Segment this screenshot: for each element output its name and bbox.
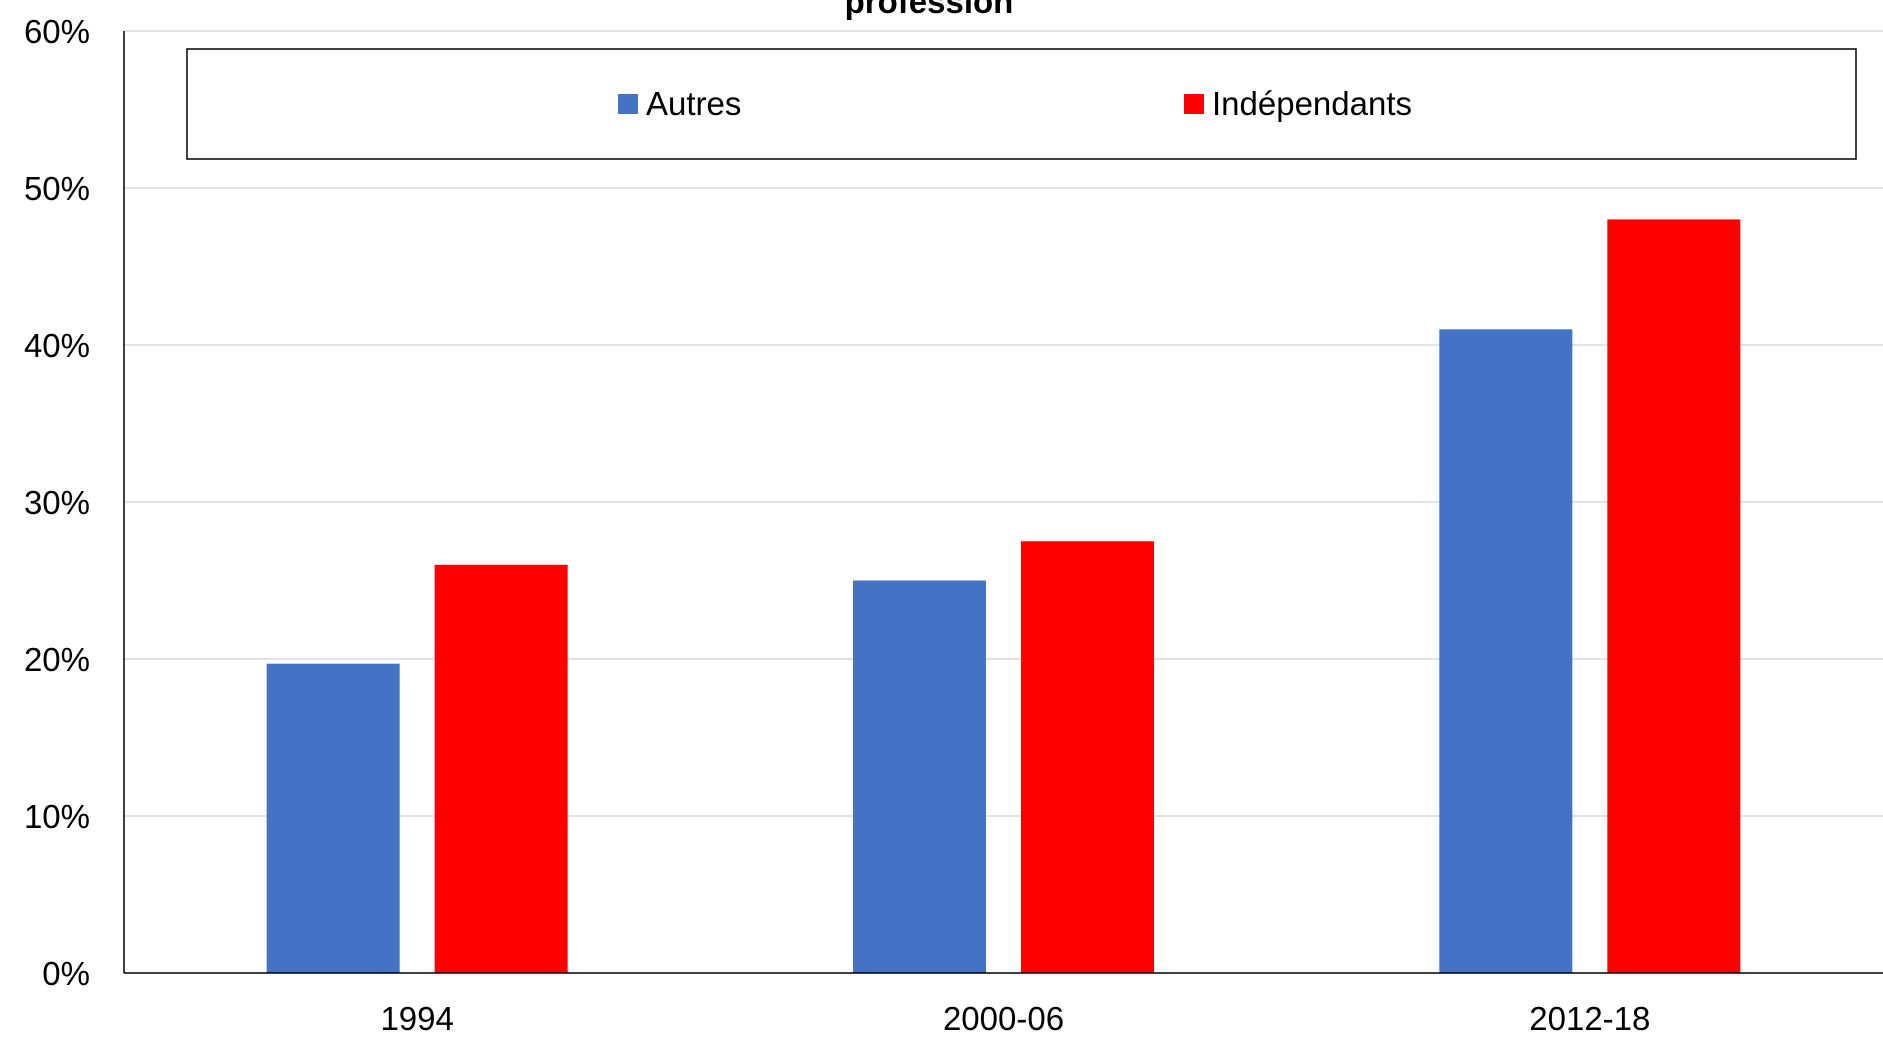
- bar-autres-2000-06: [853, 580, 986, 973]
- bar-ind-pendants-2000-06: [1021, 541, 1154, 973]
- y-tick-label: 60%: [24, 13, 90, 50]
- bar-autres-1994: [266, 663, 400, 973]
- legend-label: Autres: [646, 85, 741, 122]
- x-tick-label: 2012-18: [1529, 1000, 1650, 1035]
- x-tick-label: 2000-06: [943, 1000, 1064, 1035]
- chart-title: profession: [845, 0, 1014, 20]
- axes: [123, 31, 1883, 974]
- x-tick-label: 1994: [380, 1000, 453, 1035]
- bar-ind-pendants-2012-18: [1607, 219, 1741, 973]
- y-tick-label: 0%: [42, 955, 90, 992]
- bars: [266, 219, 1741, 973]
- legend-box: [186, 48, 1857, 160]
- legend-swatch: [1184, 94, 1204, 114]
- y-tick-label: 50%: [24, 170, 90, 207]
- bar-autres-2012-18: [1439, 329, 1573, 973]
- y-tick-label: 30%: [24, 484, 90, 521]
- y-tick-label: 10%: [24, 798, 90, 835]
- legend: Autres Indépendants: [186, 48, 1857, 160]
- y-tick-labels: 0% 10% 20% 30% 40% 50% 60%: [24, 13, 90, 992]
- legend-label: Indépendants: [1212, 85, 1412, 122]
- y-tick-label: 20%: [24, 641, 90, 678]
- gridlines: [124, 30, 1883, 817]
- y-tick-label: 40%: [24, 327, 90, 364]
- bar-ind-pendants-1994: [434, 564, 568, 973]
- legend-swatch: [618, 94, 638, 114]
- x-tick-labels: 1994 2000-06 2012-18: [380, 1000, 1650, 1037]
